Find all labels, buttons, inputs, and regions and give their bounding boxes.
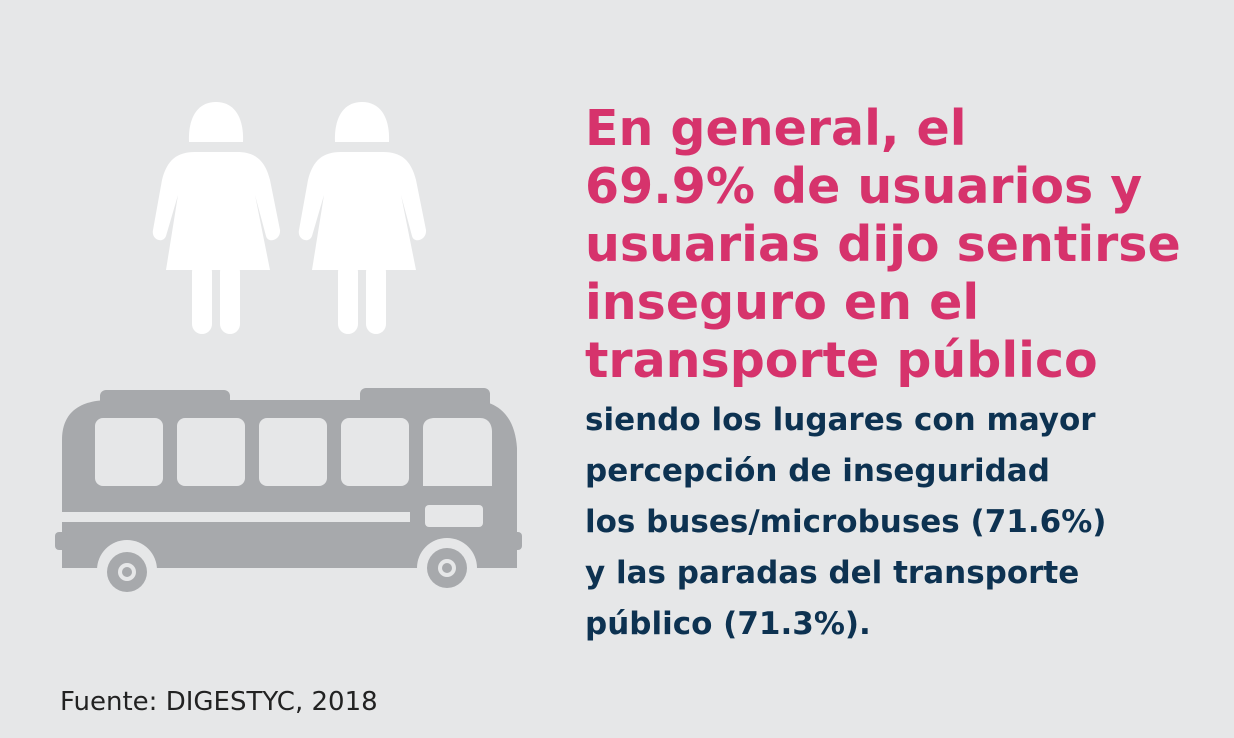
illustration [55, 102, 522, 600]
headline: En general, el 69.9% de usuarios y usuar… [585, 100, 1181, 389]
bus-icon [55, 388, 522, 600]
woman-icon [152, 102, 281, 334]
source-note: Fuente: DIGESTYC, 2018 [60, 687, 378, 717]
woman-icon [298, 102, 427, 334]
body-text: siendo los lugares con mayor percepción … [585, 402, 1107, 642]
